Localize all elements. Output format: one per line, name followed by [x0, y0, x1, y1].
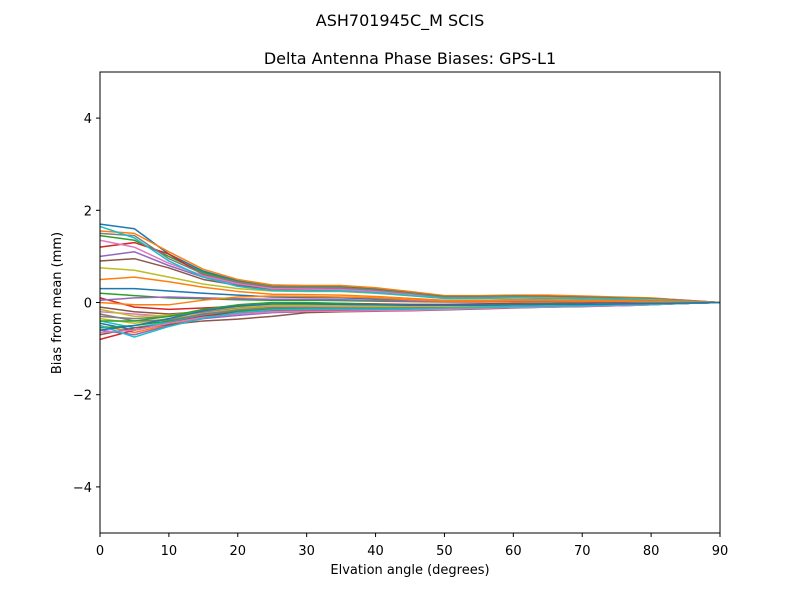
x-axis-label: Elvation angle (degrees): [330, 563, 489, 578]
x-tick-label: 60: [505, 544, 522, 559]
y-tick-label: 0: [84, 297, 92, 312]
series-line-2: [99, 230, 721, 304]
series-line-30: [99, 301, 721, 338]
series-line-32: [99, 295, 721, 306]
x-axis-ticks: 0 10 20 30 40 50 60 70 80 90: [96, 533, 728, 559]
y-axis-label: Bias from mean (mm): [50, 232, 65, 374]
x-tick-label: 0: [96, 544, 104, 559]
chart-title: Delta Antenna Phase Biases: GPS-L1: [264, 49, 556, 68]
x-tick-label: 50: [436, 544, 453, 559]
y-tick-label: 2: [84, 204, 92, 219]
x-tick-label: 80: [643, 544, 660, 559]
y-axis-ticks: −4 −2 0 2 4: [73, 112, 100, 496]
x-tick-label: 70: [574, 544, 591, 559]
x-tick-label: 30: [298, 544, 315, 559]
y-tick-label: −2: [73, 389, 92, 404]
plot-area: [99, 71, 721, 534]
series-group: [99, 223, 721, 341]
figure-suptitle: ASH701945C_M SCIS: [316, 11, 484, 31]
series-line-27: [99, 301, 721, 334]
x-tick-label: 10: [161, 544, 178, 559]
series-line-10: [99, 225, 721, 304]
x-tick-label: 90: [712, 544, 729, 559]
y-tick-label: 4: [84, 112, 92, 127]
y-tick-label: −4: [73, 481, 92, 496]
series-line-33: [99, 301, 721, 331]
x-tick-label: 40: [367, 544, 384, 559]
x-tick-label: 20: [230, 544, 247, 559]
series-line-8: [99, 232, 721, 304]
